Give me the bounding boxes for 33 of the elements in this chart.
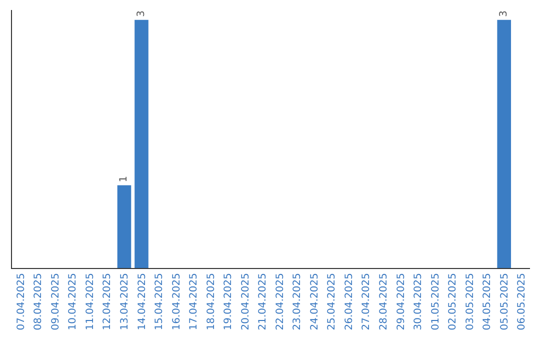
x-tick-label: 04.05.2025 (482, 273, 494, 330)
x-tick-label: 10.04.2025 (68, 273, 79, 330)
x-tick-label: 17.04.2025 (188, 273, 200, 330)
x-tick-label: 06.05.2025 (516, 273, 528, 330)
x-tick-label: 27.04.2025 (361, 273, 372, 330)
x-tick-label: 12.04.2025 (102, 273, 114, 330)
x-tick-label: 05.05.2025 (499, 273, 510, 330)
data-label: 3 (498, 10, 510, 17)
x-tick-label: 16.04.2025 (171, 273, 182, 330)
x-tick-label: 28.04.2025 (378, 273, 390, 330)
x-tick-label: 13.04.2025 (119, 273, 130, 330)
x-tick-label: 22.04.2025 (274, 273, 286, 330)
x-tick-label: 19.04.2025 (223, 273, 234, 330)
data-label: 1 (118, 176, 130, 182)
x-tick-label: 26.04.2025 (344, 273, 355, 330)
x-tick-label: 20.04.2025 (240, 273, 252, 330)
data-label: 3 (136, 10, 147, 17)
x-tick-label: 03.05.2025 (464, 273, 476, 330)
x-tick-label: 23.04.2025 (292, 273, 304, 330)
x-tick-label: 01.05.2025 (430, 273, 442, 330)
x-tick-label: 14.04.2025 (136, 273, 148, 330)
x-tick-label: 11.04.2025 (84, 273, 96, 330)
x-tick-label: 29.04.2025 (396, 273, 407, 330)
x-tick-label: 30.04.2025 (413, 273, 424, 330)
x-tick-label: 02.05.2025 (448, 273, 459, 330)
x-tick-label: 18.04.2025 (206, 273, 217, 330)
x-tick-label: 21.04.2025 (258, 273, 269, 330)
x-tick-label: 25.04.2025 (326, 273, 338, 330)
x-tick-label: 15.04.2025 (154, 273, 166, 330)
x-tick-label: 09.04.2025 (50, 273, 62, 330)
x-tick-label: 08.04.2025 (33, 273, 44, 330)
x-tick-label: 07.04.2025 (16, 273, 27, 330)
x-tick-label: 24.04.2025 (309, 273, 320, 330)
